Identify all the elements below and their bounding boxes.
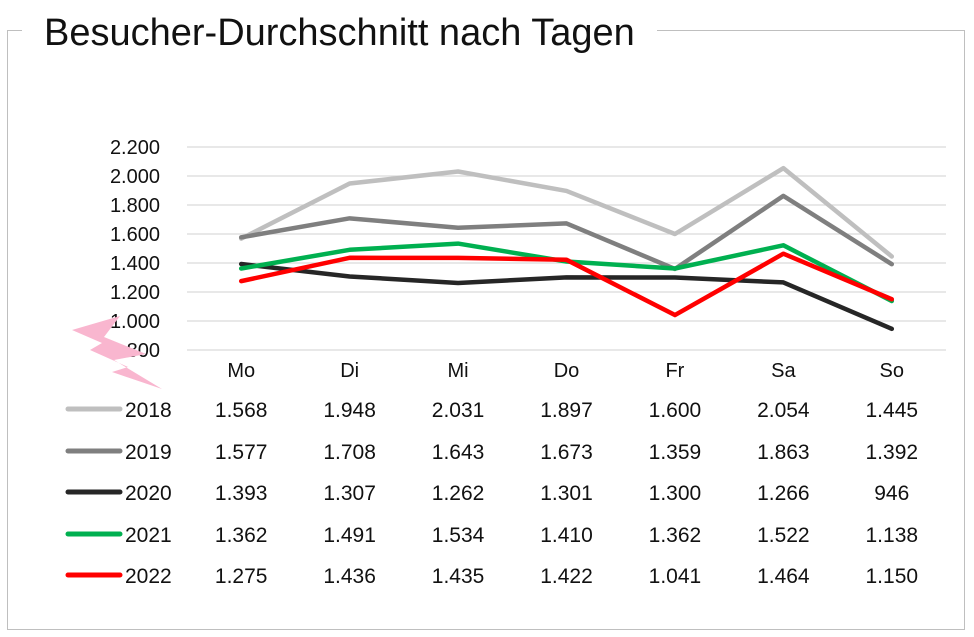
table-cell: 1.410 [540,524,593,547]
legend-label: 2021 [125,524,172,547]
table-cell: 1.708 [323,441,376,464]
y-tick-label: 800 [127,340,160,362]
y-tick-label: 2.200 [110,137,160,159]
table-cell: 1.359 [649,441,702,464]
legend-label: 2022 [125,565,172,588]
table-cell: 1.300 [649,482,702,505]
lightning-bolt-icon [72,316,162,389]
table-cell: 1.262 [432,482,485,505]
table-cell: 1.643 [432,441,485,464]
table-cell: 2.054 [757,399,810,422]
table-cell: 1.897 [540,399,593,422]
table-cell: 1.150 [866,565,919,588]
legend-label: 2020 [125,482,172,505]
table-cell: 946 [874,482,909,505]
table-cell: 1.948 [323,399,376,422]
table-cell: 1.393 [215,482,268,505]
table-cell: 1.138 [866,524,919,547]
series-lines [238,165,895,332]
x-tick-label: Mo [227,360,255,382]
table-cell: 1.673 [540,441,593,464]
table-cell: 1.422 [540,565,593,588]
legend-label: 2019 [125,441,172,464]
x-tick-label: Do [554,360,580,382]
series-line-2018 [238,165,895,259]
y-tick-label: 1.800 [110,195,160,217]
x-axis-ticks: Mo Di Mi Do Fr Sa So [227,360,904,382]
chart-title: Besucher-Durchschnitt nach Tagen [22,6,657,60]
table-cell: 2.031 [432,399,485,422]
table-cell: 1.436 [323,565,376,588]
table-cell: 1.392 [866,441,919,464]
table-cell: 1.863 [757,441,810,464]
table-cell: 1.568 [215,399,268,422]
table-cell: 1.534 [432,524,485,547]
series-line-2020 [238,261,895,332]
gridlines [187,146,946,351]
data-table: 2018 1.568 1.948 2.031 1.897 1.600 2.054 1.445 2… [65,399,919,588]
table-cell: 1.464 [757,565,810,588]
y-tick-label: 1.000 [110,311,160,333]
table-cell: 1.445 [866,399,919,422]
y-tick-label: 1.400 [110,253,160,275]
table-cell: 1.577 [215,441,268,464]
x-tick-label: Fr [665,360,684,382]
x-tick-label: Mi [448,360,469,382]
series-line-2019 [238,193,895,272]
table-cell: 1.435 [432,565,485,588]
table-cell: 1.266 [757,482,810,505]
x-tick-label: So [880,360,904,382]
table-cell: 1.362 [649,524,702,547]
table-cell: 1.600 [649,399,702,422]
table-cell: 1.307 [323,482,376,505]
x-tick-label: Sa [771,360,796,382]
legend-label: 2018 [125,399,172,422]
table-cell: 1.491 [323,524,376,547]
table-cell: 1.522 [757,524,810,547]
table-cell: 1.275 [215,565,268,588]
x-tick-label: Di [340,360,359,382]
y-tick-label: 2.000 [110,166,160,188]
y-tick-label: 1.600 [110,224,160,246]
y-tick-label: 1.200 [110,282,160,304]
table-cell: 1.301 [540,482,593,505]
table-cell: 1.041 [649,565,702,588]
y-axis-ticks: 800 1.000 1.200 1.400 1.600 1.800 2.000 2.200 [110,137,160,362]
table-cell: 1.362 [215,524,268,547]
series-line-2022 [238,251,895,318]
